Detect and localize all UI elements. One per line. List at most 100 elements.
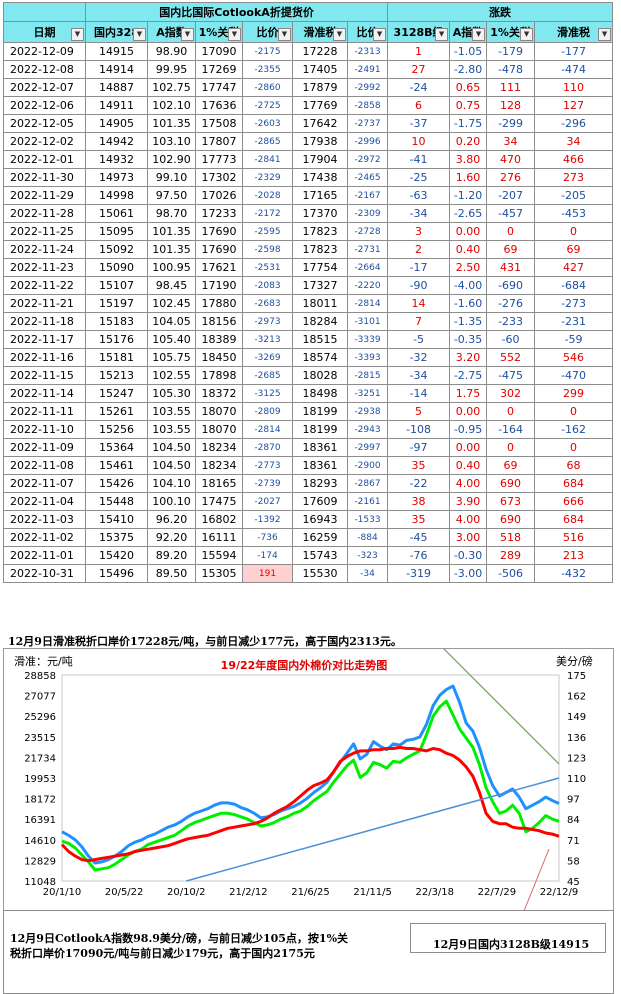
bottom-notes: 12月9日CotlookA指数98.9美分/磅，与前日减少105点，按1%关税折…	[3, 910, 614, 994]
x-tick-label: 20/1/10	[43, 887, 82, 898]
filter-dropdown-icon[interactable]: ▼	[373, 28, 387, 41]
table-cell: 15197	[85, 294, 148, 313]
table-cell: 2022-11-09	[3, 438, 86, 457]
x-tick-label: 22/7/29	[478, 887, 517, 898]
table-cell: -2814	[346, 294, 389, 313]
filter-dropdown-icon[interactable]: ▼	[333, 28, 346, 41]
table-cell: 102.90	[147, 150, 196, 169]
table-cell: 17228	[292, 42, 348, 61]
table-cell: 104.50	[147, 438, 196, 457]
column-header[interactable]: 日期 ▼	[3, 21, 86, 43]
table-cell: 2022-11-30	[3, 168, 86, 187]
table-cell: 15095	[85, 222, 148, 241]
table-cell: 14914	[85, 60, 148, 79]
y-left-tick-label: 27077	[24, 692, 56, 703]
column-header[interactable]: 滑准税 ▼	[534, 21, 614, 43]
table-cell: 18361	[292, 438, 348, 457]
table-cell: 102.45	[147, 294, 196, 313]
table-cell: 105.40	[147, 330, 196, 349]
column-header[interactable]: 3128B级 ▼	[387, 21, 451, 43]
filter-dropdown-icon[interactable]: ▼	[71, 28, 84, 41]
table-row: 2022-11-03 15410 96.20 16802 -1392 16943 -1533…	[3, 510, 614, 529]
table-cell: -2172	[242, 204, 293, 223]
table-cell: 0.40	[449, 456, 488, 475]
filter-dropdown-icon[interactable]: ▼	[435, 28, 449, 41]
table-cell: 2022-12-02	[3, 132, 86, 151]
table-cell: -2809	[242, 402, 293, 421]
table-cell: 0.20	[449, 132, 488, 151]
table-cell: 2022-11-17	[3, 330, 86, 349]
table-cell: -2309	[346, 204, 389, 223]
y-right-tick-label: 149	[567, 712, 586, 723]
table-cell: 690	[486, 474, 536, 493]
table-cell: -1.20	[449, 186, 488, 205]
table-cell: 105.75	[147, 348, 196, 367]
column-header[interactable]: 滑准税 ▼	[292, 21, 348, 43]
table-cell: 104.05	[147, 312, 196, 331]
table-cell: 0	[486, 402, 536, 421]
table-cell: 15256	[85, 420, 148, 439]
column-header[interactable]: 比价 ▼	[346, 21, 389, 43]
table-cell: -233	[486, 312, 536, 331]
price-table: 国内比国际CotlookA折提货价 涨跌 日期 ▼ 国内328 ▼ A指数 ▼ 1%关税 ▼ 比…	[3, 2, 614, 583]
column-header[interactable]: 比价 ▼	[242, 21, 293, 43]
filter-dropdown-icon[interactable]: ▼	[520, 28, 534, 41]
table-cell: 3	[387, 222, 451, 241]
filter-dropdown-icon[interactable]: ▼	[598, 28, 612, 41]
column-header[interactable]: 1%关税 ▼	[486, 21, 536, 43]
y-right-tick-label: 84	[567, 815, 580, 826]
table-row: 2022-10-31 15496 89.50 15305 191 15530 -34 -319…	[3, 564, 614, 583]
table-cell: 15496	[85, 564, 148, 583]
table-row: 2022-11-23 15090 100.95 17621 -2531 17754 -266…	[3, 258, 614, 277]
table-cell: -2161	[346, 492, 389, 511]
column-header[interactable]: 1%关税 ▼	[195, 21, 243, 43]
column-header[interactable]: A指数 ▼	[449, 21, 488, 43]
column-header[interactable]: A指数 ▼	[147, 21, 196, 43]
table-cell: 17642	[292, 114, 348, 133]
table-row: 2022-11-24 15092 101.35 17690 -2598 17823 -273…	[3, 240, 614, 259]
table-cell: 96.20	[147, 510, 196, 529]
table-cell: 14887	[85, 78, 148, 97]
filter-dropdown-icon[interactable]: ▼	[472, 28, 486, 41]
filter-dropdown-icon[interactable]: ▼	[133, 28, 146, 41]
table-cell: -2841	[242, 150, 293, 169]
table-row: 2022-11-08 15461 104.50 18234 -2773 18361 -290…	[3, 456, 614, 475]
table-cell: -162	[534, 420, 614, 439]
table-cell: -2220	[346, 276, 389, 295]
y-left-tick-label: 19953	[24, 774, 56, 785]
table-cell: 15426	[85, 474, 148, 493]
table-cell: 17609	[292, 492, 348, 511]
table-cell: 101.35	[147, 114, 196, 133]
table-cell: -2860	[242, 78, 293, 97]
table-cell: 16111	[195, 528, 243, 547]
table-cell: 6	[387, 96, 451, 115]
table-cell: 2022-11-11	[3, 402, 86, 421]
table-cell: 0.65	[449, 78, 488, 97]
table-cell: 38	[387, 492, 451, 511]
table-cell: -25	[387, 168, 451, 187]
table-cell: 18165	[195, 474, 243, 493]
table-cell: -32	[387, 348, 451, 367]
table-cell: -97	[387, 438, 451, 457]
table-cell: -884	[346, 528, 389, 547]
table-cell: -2731	[346, 240, 389, 259]
table-cell: 14942	[85, 132, 148, 151]
table-cell: 34	[486, 132, 536, 151]
table-cell: -41	[387, 150, 451, 169]
filter-dropdown-icon[interactable]: ▼	[278, 28, 291, 41]
filter-dropdown-icon[interactable]: ▼	[228, 28, 241, 41]
table-cell: 0.75	[449, 96, 488, 115]
table-cell: 18574	[292, 348, 348, 367]
filter-dropdown-icon[interactable]: ▼	[181, 28, 194, 41]
table-cell: 684	[534, 510, 614, 529]
table-cell: -2491	[346, 60, 389, 79]
table-cell: 17769	[292, 96, 348, 115]
table-cell: 18515	[292, 330, 348, 349]
table-cell: 15181	[85, 348, 148, 367]
table-cell: 27	[387, 60, 451, 79]
column-header[interactable]: 国内328 ▼	[85, 21, 148, 43]
table-cell: 69	[486, 240, 536, 259]
table-cell: 89.50	[147, 564, 196, 583]
table-cell: 18293	[292, 474, 348, 493]
series-line-2	[60, 745, 560, 863]
